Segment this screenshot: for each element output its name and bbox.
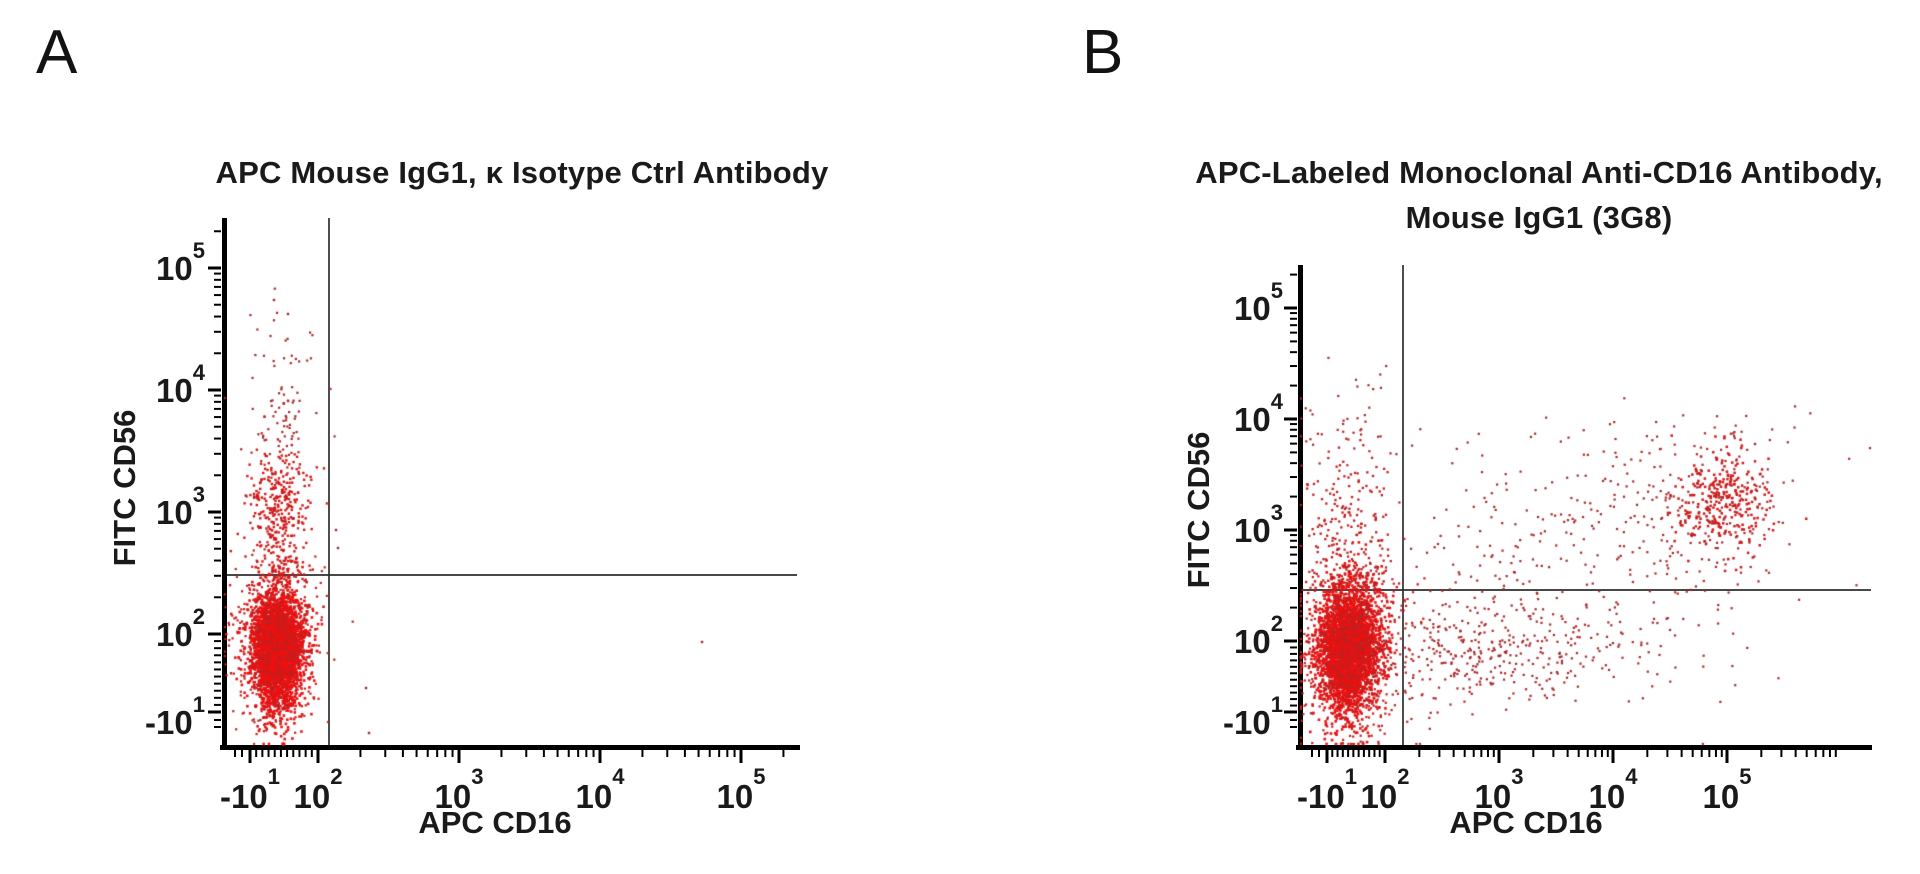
figure-page: A B APC Mouse IgG1, κ Isotype Ctrl Antib… (0, 0, 1920, 874)
scatter-dots-layer (0, 0, 1920, 874)
